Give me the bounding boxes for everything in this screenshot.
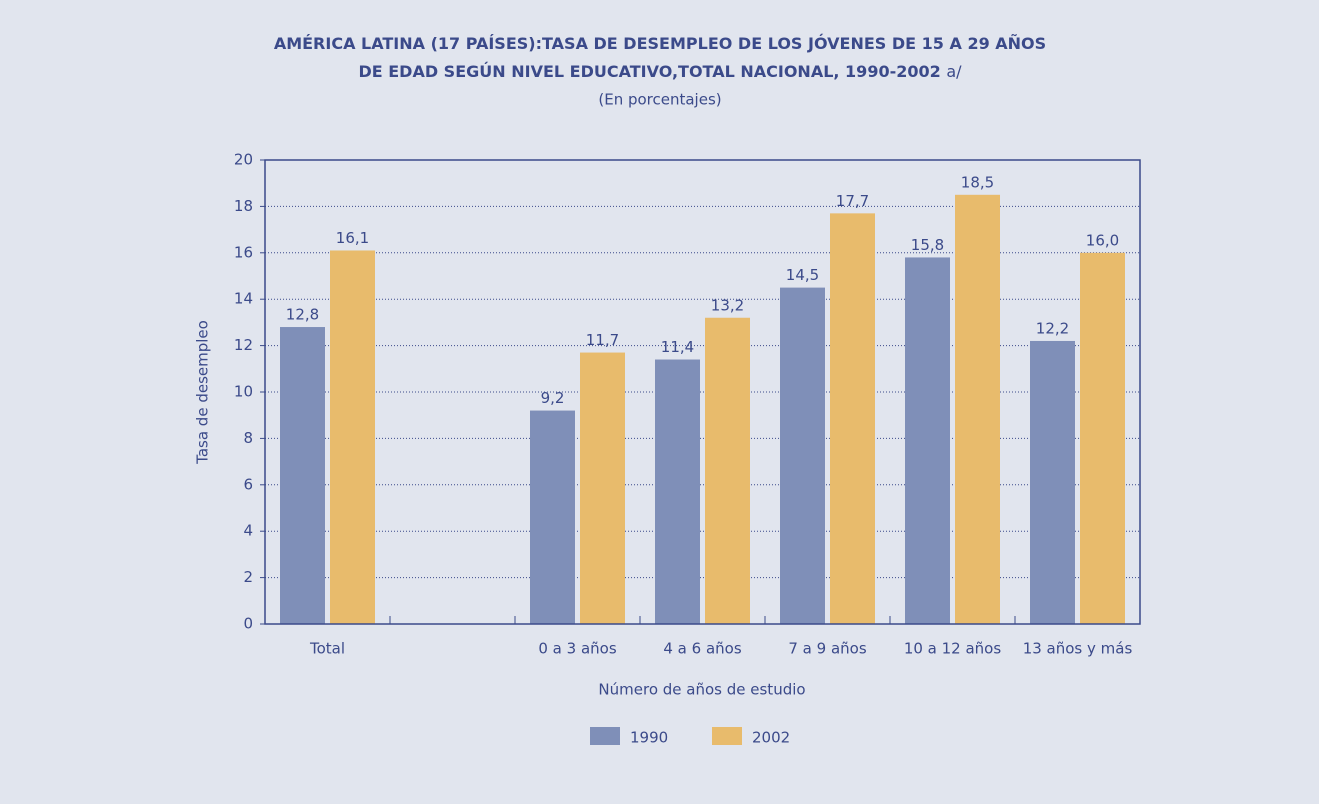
bar	[1030, 340, 1075, 624]
chart-title: AMÉRICA LATINA (17 PAÍSES):TASA DE DESEM…	[274, 34, 1046, 53]
x-tick-label: 13 años y más	[1023, 640, 1133, 658]
data-label: 11,7	[586, 331, 619, 349]
x-tick-label: 4 a 6 años	[663, 640, 741, 658]
data-label: 16,0	[1086, 231, 1119, 249]
bar	[1080, 252, 1125, 625]
title-line: DE EDAD SEGÚN NIVEL EDUCATIVO,TOTAL NACI…	[358, 62, 940, 81]
bar	[530, 410, 575, 624]
x-tick-label: 0 a 3 años	[538, 640, 616, 658]
y-tick-label: 12	[234, 336, 253, 354]
legend-label: 2002	[752, 729, 790, 747]
y-tick-label: 8	[243, 429, 253, 447]
bar	[705, 317, 750, 624]
legend-label: 1990	[630, 729, 668, 747]
y-tick-label: 6	[243, 475, 253, 493]
data-label: 15,8	[911, 236, 944, 254]
data-label: 17,7	[836, 192, 869, 210]
x-tick-label: Total	[309, 640, 345, 658]
data-label: 18,5	[961, 173, 994, 191]
y-tick-label: 10	[234, 383, 253, 401]
bar	[955, 194, 1000, 625]
y-tick-label: 4	[243, 522, 253, 540]
y-tick-label: 16	[234, 243, 253, 261]
bar	[655, 359, 700, 624]
y-axis-label: Tasa de desempleo	[194, 320, 212, 465]
data-label: 14,5	[786, 266, 819, 284]
legend-swatch	[590, 727, 620, 745]
y-tick-label: 18	[234, 197, 253, 215]
data-label: 13,2	[711, 296, 744, 314]
y-tick-label: 2	[243, 568, 253, 586]
data-label: 12,2	[1036, 319, 1069, 337]
legend-swatch	[712, 727, 742, 745]
title-line: AMÉRICA LATINA (17 PAÍSES):TASA DE DESEM…	[274, 34, 1046, 53]
y-tick-label: 20	[234, 151, 253, 169]
bar	[280, 327, 325, 624]
bar	[330, 250, 375, 625]
x-tick-label: 10 a 12 años	[904, 640, 1002, 658]
y-tick-label: 0	[243, 615, 253, 633]
chart-subtitle: (En porcentajes)	[598, 91, 721, 109]
y-tick-label: 14	[234, 290, 253, 308]
data-label: 16,1	[336, 229, 369, 247]
x-tick-label: 7 a 9 años	[788, 640, 866, 658]
data-label: 9,2	[541, 389, 565, 407]
data-label: 12,8	[286, 306, 319, 324]
data-label: 11,4	[661, 338, 694, 356]
title-note: a/	[946, 62, 962, 81]
chart-title: DE EDAD SEGÚN NIVEL EDUCATIVO,TOTAL NACI…	[358, 62, 962, 81]
bar	[905, 257, 950, 624]
bar	[830, 213, 875, 625]
bar	[580, 352, 625, 624]
plot-frame	[264, 159, 1141, 625]
x-axis-label: Número de años de estudio	[598, 681, 805, 699]
bar	[780, 287, 825, 624]
